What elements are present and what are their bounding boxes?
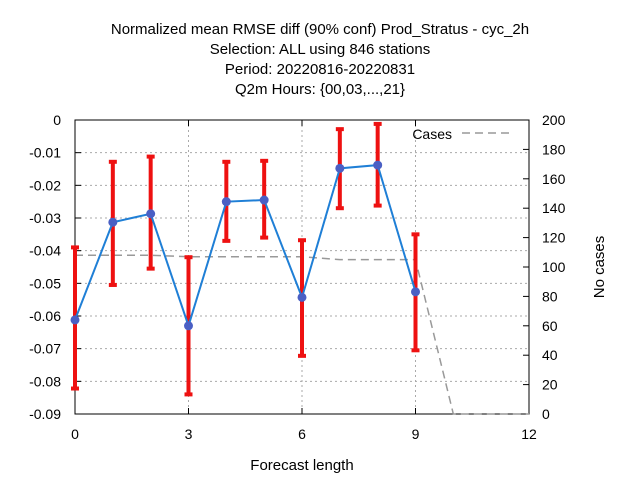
x-tick-label: 12 — [521, 426, 537, 442]
y2-axis-label: No cases — [591, 236, 608, 299]
data-point — [70, 315, 80, 325]
data-point — [335, 163, 345, 173]
y-tick-label: -0.08 — [29, 373, 61, 389]
rmse-diff-series — [70, 160, 420, 331]
chart-title: Normalized mean RMSE diff (90% conf) Pro… — [110, 21, 530, 38]
data-point — [146, 209, 156, 219]
y2-tick-label: 0 — [542, 406, 550, 422]
y-tick-label: -0.03 — [29, 210, 61, 226]
y-tick-label: -0.07 — [29, 341, 61, 357]
chart-subtitle-parameter: Q2m Hours: {00,03,...,21} — [234, 81, 406, 98]
y2-tick-label: 120 — [542, 230, 566, 246]
rmse-diff-line — [74, 164, 417, 330]
y-tick-label: -0.05 — [29, 275, 61, 291]
data-point — [297, 292, 307, 302]
y2-tick-label: 100 — [542, 259, 566, 275]
legend-label-cases: Cases — [412, 126, 452, 142]
data-point — [259, 195, 269, 205]
y2-tick-label: 40 — [542, 347, 558, 363]
y2-tick-label: 60 — [542, 318, 558, 334]
y2-tick-label: 160 — [542, 171, 566, 187]
data-point — [411, 287, 420, 297]
legend: Cases — [412, 126, 510, 142]
y-tick-label: -0.04 — [29, 243, 61, 259]
y-tick-label: 0 — [53, 112, 61, 128]
data-point — [221, 197, 231, 207]
axis-ticks: 0 -0.01 -0.02 -0.03 -0.04 -0.05 -0.06 -0.07 -0.0… — [29, 112, 565, 442]
data-point — [108, 217, 118, 227]
y-tick-label: -0.01 — [29, 145, 61, 161]
data-point — [373, 160, 383, 170]
x-axis-label: Forecast length — [250, 457, 353, 474]
x-tick-label: 3 — [185, 426, 193, 442]
y2-tick-label: 80 — [542, 288, 558, 304]
y-tick-label: -0.02 — [29, 177, 61, 193]
y2-tick-label: 20 — [542, 377, 558, 393]
y2-tick-label: 140 — [542, 200, 566, 216]
x-tick-label: 6 — [298, 426, 306, 442]
y-tick-label: -0.06 — [29, 308, 61, 324]
data-point — [184, 321, 193, 331]
chart-subtitle-selection: Selection: ALL using 846 stations — [209, 41, 431, 58]
y2-tick-label: 180 — [542, 141, 566, 157]
x-tick-label: 9 — [412, 426, 420, 442]
x-tick-label: 0 — [71, 426, 79, 442]
chart-subtitle-period: Period: 20220816-20220831 — [224, 61, 416, 78]
y2-tick-label: 200 — [542, 112, 566, 128]
y-tick-label: -0.09 — [29, 406, 61, 422]
